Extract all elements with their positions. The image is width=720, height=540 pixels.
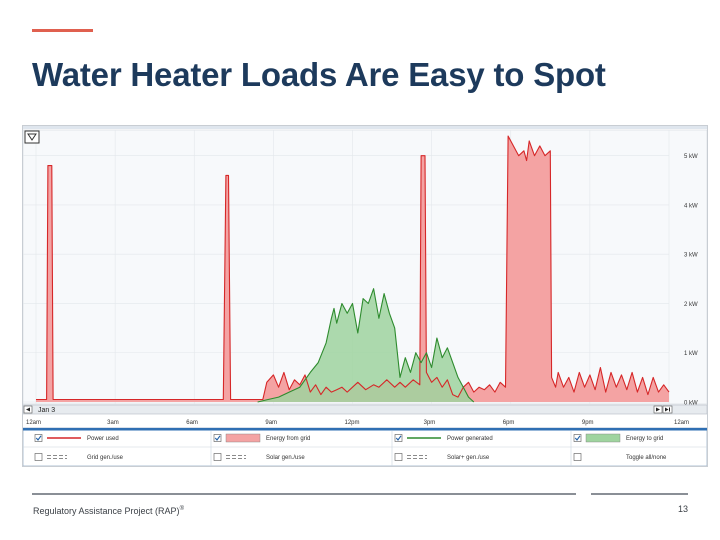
legend-item[interactable]: Solar gen./use: [213, 453, 305, 462]
legend-checkbox[interactable]: [34, 434, 43, 442]
legend-label: Energy from grid: [266, 436, 310, 442]
x-tick-label: 9am: [265, 420, 277, 426]
y-axis: 0 kW 1 kW 2 kW 3 kW 4 kW 5 kW: [684, 154, 698, 406]
line-layer: [36, 135, 670, 403]
legend-label: Solar+ gen./use: [447, 455, 490, 461]
legend-top-bar: [23, 428, 707, 431]
legend-label: Solar gen./use: [266, 455, 305, 461]
collapse-toggle-button[interactable]: [24, 130, 40, 144]
y-tick-label: 3 kW: [684, 253, 698, 259]
legend-label: Grid gen./use: [87, 455, 124, 461]
legend-label: Power generated: [447, 436, 493, 442]
legend-label: Toggle all/none: [626, 455, 667, 461]
footer-rule-short: [591, 493, 688, 495]
x-tick-label: 3am: [107, 420, 119, 426]
play-right-icon: [656, 407, 660, 412]
legend-label: Energy to grid: [626, 436, 663, 442]
legend-checkbox[interactable]: [573, 453, 582, 461]
y-tick-label: 5 kW: [684, 154, 698, 160]
energy-monitor-screenshot: 0 kW 1 kW 2 kW 3 kW 4 kW 5 kW Jan 3 12am 3am 6a…: [22, 125, 708, 467]
legend-item[interactable]: Energy to grid: [573, 433, 663, 443]
legend-item[interactable]: Grid gen./use: [34, 453, 124, 462]
x-axis: 12am 3am 6am 9am 12pm 3pm 6pm 9pm 12am: [26, 420, 689, 426]
checkmark-icon: [395, 435, 402, 441]
y-tick-label: 2 kW: [684, 302, 698, 308]
legend-item[interactable]: Power generated: [394, 434, 493, 443]
chart-legend: Power used Energy from grid Power generate…: [22, 427, 708, 467]
series-line-0: [36, 135, 670, 401]
footer-rule: [32, 493, 576, 495]
legend-checkbox[interactable]: [34, 453, 43, 461]
scroll-end-button[interactable]: [662, 405, 673, 414]
legend-item[interactable]: Power used: [34, 434, 119, 443]
legend-checkbox[interactable]: [394, 434, 403, 442]
energy-usage-chart: 0 kW 1 kW 2 kW 3 kW 4 kW 5 kW Jan 3 12am 3am 6a…: [22, 126, 708, 467]
x-tick-label: 6pm: [503, 420, 515, 426]
scroll-left-button[interactable]: [23, 405, 33, 414]
legend-item[interactable]: Toggle all/none: [573, 453, 667, 462]
checkmark-icon: [214, 435, 221, 441]
slide-number: 13: [677, 504, 688, 514]
y-tick-label: 4 kW: [684, 203, 698, 209]
legend-label: Power used: [87, 436, 119, 442]
slide-title: Water Heater Loads Are Easy to Spot: [32, 56, 606, 93]
y-tick-label: 1 kW: [684, 351, 698, 357]
x-tick-label: 3pm: [424, 420, 436, 426]
timeline-navigator: Jan 3: [22, 404, 708, 415]
date-label: Jan 3: [38, 407, 55, 414]
x-tick-label: 9pm: [582, 420, 594, 426]
legend-checkbox[interactable]: [213, 434, 222, 442]
x-tick-label: 6am: [186, 420, 198, 426]
y-tick-label: 0 kW: [684, 401, 698, 407]
checkmark-icon: [35, 435, 42, 441]
title-accent-bar: [32, 29, 93, 32]
series-line-1: [257, 288, 475, 403]
series-area-0: [36, 136, 669, 402]
footer-credit: Regulatory Assistance Project (RAP)®: [33, 506, 184, 516]
legend-checkbox[interactable]: [213, 453, 222, 461]
legend-swatch: [585, 433, 621, 443]
x-tick-label: 12am: [674, 420, 689, 426]
checkmark-icon: [574, 435, 581, 441]
legend-checkbox[interactable]: [394, 453, 403, 461]
legend-item[interactable]: Energy from grid: [213, 433, 310, 443]
x-tick-label: 12am: [26, 420, 41, 426]
legend-checkbox[interactable]: [573, 434, 582, 442]
legend-item[interactable]: Solar+ gen./use: [394, 453, 490, 462]
scroll-right-button[interactable]: [653, 405, 663, 414]
x-tick-label: 12pm: [345, 420, 360, 426]
play-left-icon: [26, 407, 30, 412]
legend-swatch: [225, 433, 261, 443]
triangle-down-icon: [27, 133, 37, 141]
skip-end-icon: [665, 407, 669, 412]
